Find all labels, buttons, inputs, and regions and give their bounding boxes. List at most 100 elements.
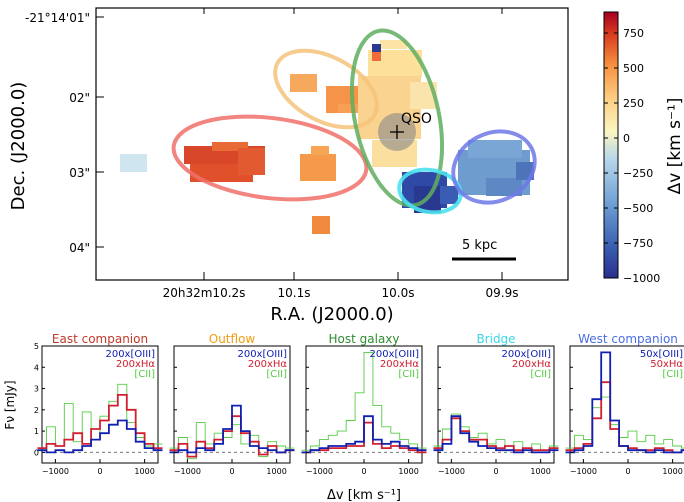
velocity-pixel-block <box>290 74 317 92</box>
spectrum-xtick-label: 0 <box>97 467 102 476</box>
map-ytick-4: 04" <box>69 241 90 255</box>
legend-entry: 50xHα <box>650 359 683 370</box>
colorbar <box>603 11 619 279</box>
spectrum-series-line <box>565 381 684 454</box>
colorbar-tick-label: −500 <box>623 202 653 215</box>
legend-entry: 200xHα <box>380 359 420 370</box>
spectrum-ytick-label: 0 <box>34 448 39 457</box>
colorbar-tick-label: 750 <box>623 27 644 40</box>
legend-entry: 200x[OIII] <box>237 349 287 360</box>
spectra-xlabel: Δv [km s⁻¹] <box>327 488 401 502</box>
spectrum-xtick-label: 1000 <box>266 467 286 476</box>
spectrum-series-line <box>37 394 163 449</box>
map-ylabel: Dec. (J2000.0) <box>8 82 29 211</box>
spectrum-title: Bridge <box>476 332 515 346</box>
spectrum-panel: East companion 200x[OIII]200xHα[CII] −1000… <box>34 332 163 476</box>
spectrum-series-line <box>433 415 559 454</box>
legend-entry: 200xHα <box>248 359 288 370</box>
velocity-pixel-block <box>372 44 381 53</box>
spectrum-xtick-label: −1000 <box>42 467 69 476</box>
velocity-pixel-block <box>468 140 522 158</box>
spectrum-xtick-label: −1000 <box>438 467 465 476</box>
map-xlabel: R.A. (J2000.0) <box>270 304 393 325</box>
colorbar-ticks: 750 500 250 0 −250 −500 −750 −1000 <box>604 27 660 285</box>
spectrum-xtick-label: 1000 <box>530 467 550 476</box>
map-ticks <box>96 8 503 280</box>
spectrum-xtick-label: 0 <box>493 467 498 476</box>
velocity-pixel-block <box>311 146 329 155</box>
spectrum-xtick-label: −1000 <box>306 467 333 476</box>
spectrum-xtick-label: 0 <box>625 467 630 476</box>
spectrum-xtick-label: 0 <box>361 467 366 476</box>
spectrum-xtick-label: 1000 <box>398 467 418 476</box>
spectrum-xtick-label: −1000 <box>174 467 201 476</box>
spectrum-title: Host galaxy <box>329 332 400 346</box>
scale-bar-label: 5 kpc <box>462 238 497 253</box>
colorbar-tick-label: −1000 <box>623 272 660 285</box>
colorbar-tick-label: −750 <box>623 237 653 250</box>
colorbar-tick-label: 0 <box>623 132 630 145</box>
legend-entry: 200xHα <box>116 359 156 370</box>
bridge-ellipse <box>397 167 463 215</box>
spectrum-xtick-label: −1000 <box>570 467 597 476</box>
spectrum-series-line <box>301 351 427 451</box>
velocity-pixel-block <box>120 154 147 172</box>
colorbar-tick-label: 500 <box>623 62 644 75</box>
colorbar-label: Δv [km s⁻¹] <box>665 98 684 195</box>
legend-entry: [CII] <box>266 369 287 380</box>
spectrum-panel: Outflow 200x[OIII]200xHα[CII] −1000 0 1000 <box>169 332 295 476</box>
map-ytick-2: 02" <box>69 91 90 105</box>
map-ytick-1: -21°14'01" <box>25 11 90 25</box>
legend-entry: [CII] <box>530 369 551 380</box>
spectra-ylabel: Fν [mJy] <box>3 380 17 429</box>
spectrum-panel: West companion 50x[OIII]50xHα[CII] −1000 0 1… <box>565 332 684 476</box>
map-xtick-3: 10.0s <box>382 286 415 300</box>
spectrum-ytick-label: 4 <box>34 363 39 372</box>
legend-entry: [CII] <box>662 369 683 380</box>
map-ytick-3: 03" <box>69 166 90 180</box>
spectrum-panel: Bridge 200x[OIII]200xHα[CII] −1000 0 1000 <box>433 332 559 476</box>
velocity-pixel-block <box>312 216 330 234</box>
spectrum-title: East companion <box>52 332 148 346</box>
spectrum-panel: Host galaxy 200x[OIII]200xHα[CII] −1000 0 10… <box>301 332 427 476</box>
velocity-pixel-block <box>238 148 265 175</box>
velocity-pixel-block <box>380 40 407 49</box>
map-xtick-1: 20h32m10.2s <box>163 286 246 300</box>
velocity-pixel-block <box>440 186 458 204</box>
colorbar-tick-label: 250 <box>623 97 644 110</box>
map-xtick-2: 10.1s <box>278 286 311 300</box>
spectrum-xtick-label: 1000 <box>662 467 682 476</box>
spectrum-series-line <box>37 419 163 454</box>
spectrum-ytick-label: 5 <box>34 342 39 351</box>
spectrum-ytick-label: 1 <box>34 427 39 436</box>
spectrum-ytick-label: 3 <box>34 385 39 394</box>
spectrum-series-line <box>169 404 295 454</box>
legend-entry: 200x[OIII] <box>105 349 155 360</box>
spectrum-series-line <box>565 351 684 454</box>
velocity-pixel-block <box>212 142 248 151</box>
spectrum-xtick-label: 1000 <box>134 467 154 476</box>
spectrum-series-line <box>565 396 684 449</box>
host-galaxy-ellipse <box>349 28 445 208</box>
legend-entry: [CII] <box>134 369 155 380</box>
spectrum-series-line <box>433 413 559 451</box>
spectrum-xtick-label: 0 <box>229 467 234 476</box>
legend-entry: [CII] <box>398 369 419 380</box>
legend-entry: 200x[OIII] <box>369 349 419 360</box>
qso-label: QSO <box>401 111 432 127</box>
velocity-pixel-block <box>486 178 522 196</box>
spectra-row: East companion200x[OIII]200xHα[CII]−1000… <box>34 332 684 476</box>
outflow-ellipse <box>273 48 379 130</box>
map-xtick-4: 09.9s <box>486 286 519 300</box>
velocity-pixel-block <box>190 164 253 182</box>
velocity-pixel-block <box>372 52 381 61</box>
west-companion-ellipse <box>451 129 537 205</box>
legend-entry: 200xHα <box>512 359 552 370</box>
legend-entry: 50x[OIII] <box>640 349 683 360</box>
spectrum-series-line <box>301 415 427 454</box>
velocity-pixel-block <box>300 154 336 181</box>
east-companion-ellipse <box>171 114 369 202</box>
spectrum-title: Outflow <box>209 332 256 346</box>
legend-entry: 200x[OIII] <box>501 349 551 360</box>
